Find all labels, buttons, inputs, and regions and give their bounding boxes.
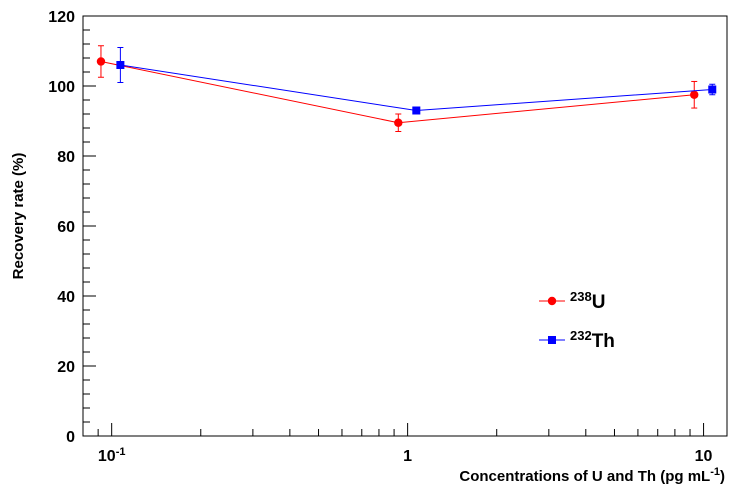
x-tick-label: 10-1 [98,446,126,465]
x-axis-label-text: Concentrations of U and Th (pg mL [459,468,710,485]
x-tick-label-base: 10 [695,448,713,465]
series-layer [96,45,717,132]
x-axis-label-sup: -1 [710,466,720,478]
data-point [116,61,125,69]
legend-label-sup: 238 [570,289,592,304]
legend-label: 238U [570,289,605,314]
legend-label-sup: 232 [570,328,592,343]
x-axis-label-end: ) [720,468,725,485]
y-tick-label: 120 [48,9,75,26]
data-point [394,118,403,127]
series-line [120,64,713,112]
series-u [96,45,699,132]
y-tick-labels: 0 20 40 60 80 100 120 [48,9,75,446]
y-axis-label: Recovery rate (%) [10,153,27,280]
data-point [412,106,421,115]
legend-marker [547,296,557,306]
y-tick-label: 0 [66,429,75,446]
y-tick-label: 80 [57,149,75,166]
x-tick-label-base: 10 [98,448,116,465]
legend-entry-u: 238U [539,289,605,314]
x-tick-label: 1 [403,448,412,465]
major-ticks [83,15,705,437]
x-tick-label-base: 1 [403,448,412,465]
y-tick-label: 40 [57,289,75,306]
x-tick-labels: 10-1 1 10 [98,446,713,465]
series-th [116,47,717,115]
legend-entry-th: 232Th [539,328,615,353]
y-tick-label: 60 [57,219,75,236]
plot-frame [82,15,728,437]
plot-area [82,15,728,437]
data-point [708,85,717,94]
legend-label-base: Th [592,331,615,352]
x-tick-label-sup: -1 [116,446,126,458]
x-axis-label: Concentrations of U and Th (pg mL-1) [459,466,725,485]
y-tick-label: 100 [48,79,75,96]
data-point [96,57,106,66]
legend-label: 232Th [570,328,615,353]
minor-ticks [82,29,691,436]
y-tick-label: 20 [57,359,75,376]
x-tick-label: 10 [695,448,713,465]
data-point [690,90,699,99]
legend-label-base: U [592,292,606,313]
legend-marker [548,336,556,344]
